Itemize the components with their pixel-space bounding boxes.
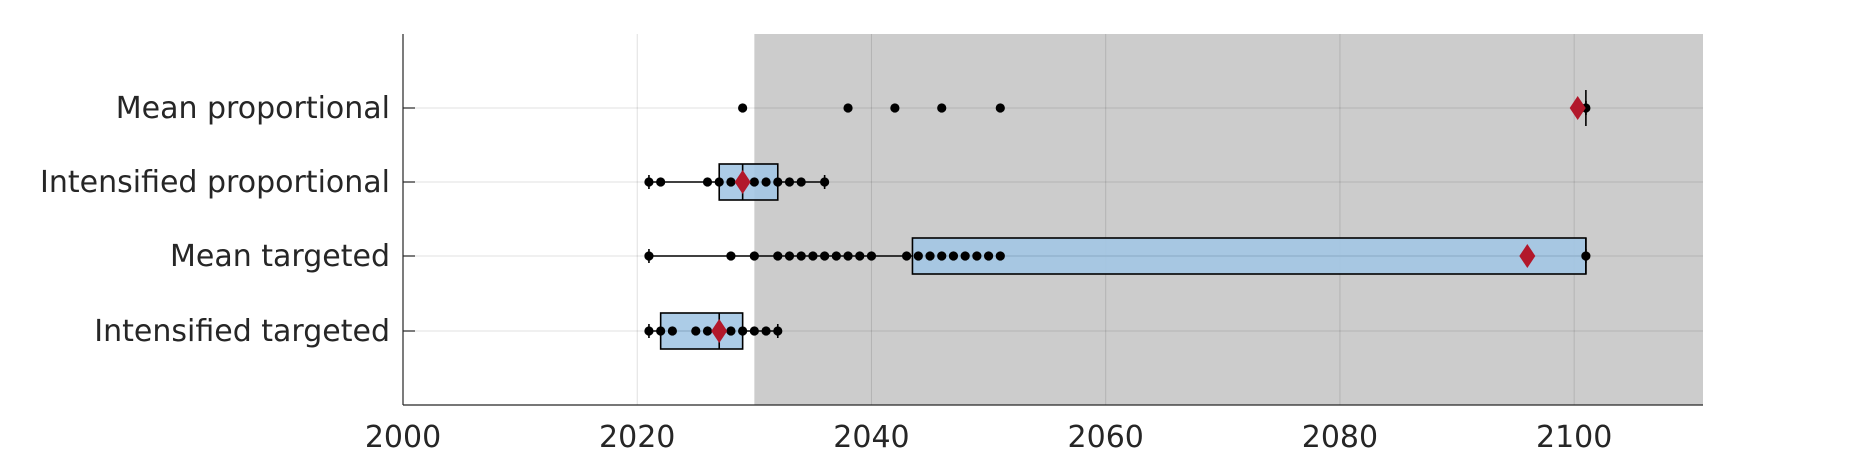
data-point bbox=[726, 251, 736, 261]
data-point bbox=[773, 251, 783, 261]
data-point bbox=[843, 103, 853, 113]
data-point bbox=[644, 251, 654, 261]
data-point bbox=[796, 251, 806, 261]
data-point bbox=[738, 103, 748, 113]
data-point bbox=[983, 251, 994, 261]
data-point bbox=[1581, 251, 1591, 261]
category-label: Mean proportional bbox=[116, 91, 390, 126]
data-point bbox=[925, 251, 935, 261]
data-point bbox=[773, 326, 783, 336]
category-label: Intensified targeted bbox=[94, 314, 390, 349]
data-point bbox=[749, 326, 759, 336]
mean-marker bbox=[734, 170, 751, 194]
data-point bbox=[796, 177, 806, 187]
data-point bbox=[726, 177, 736, 187]
data-point bbox=[820, 251, 830, 261]
x-tick-label: 2080 bbox=[1302, 420, 1378, 453]
data-point bbox=[948, 251, 959, 261]
data-point bbox=[995, 251, 1005, 261]
x-tick-label: 2100 bbox=[1536, 420, 1612, 453]
data-point bbox=[644, 177, 654, 187]
data-point bbox=[761, 326, 771, 336]
data-point bbox=[937, 103, 947, 113]
data-point bbox=[656, 326, 666, 336]
data-point bbox=[913, 251, 923, 261]
x-tick-label: 2000 bbox=[365, 420, 441, 453]
data-point bbox=[937, 251, 947, 261]
data-point bbox=[843, 251, 853, 261]
mean-marker bbox=[711, 319, 728, 343]
data-point bbox=[749, 177, 759, 187]
data-point bbox=[644, 326, 654, 336]
data-point bbox=[808, 251, 818, 261]
mean-marker bbox=[1519, 244, 1536, 268]
x-tick-label: 2020 bbox=[599, 420, 675, 453]
category-label: Intensified proportional bbox=[40, 165, 390, 200]
data-point bbox=[726, 326, 736, 336]
x-tick-label: 2040 bbox=[833, 420, 909, 453]
data-point bbox=[773, 177, 783, 187]
data-point bbox=[667, 326, 677, 336]
data-point bbox=[995, 103, 1005, 113]
data-point bbox=[738, 326, 748, 336]
data-point bbox=[820, 177, 830, 187]
data-point bbox=[890, 103, 900, 113]
data-point bbox=[749, 251, 759, 261]
box bbox=[911, 237, 1587, 275]
data-point bbox=[866, 251, 877, 261]
data-point bbox=[960, 251, 970, 261]
x-tick-label: 2060 bbox=[1068, 420, 1144, 453]
data-point bbox=[902, 251, 912, 261]
category-label: Mean targeted bbox=[170, 239, 390, 274]
data-point bbox=[784, 177, 795, 187]
data-point bbox=[702, 326, 713, 336]
mean-marker bbox=[1569, 96, 1586, 120]
data-point bbox=[831, 251, 841, 261]
data-point bbox=[784, 251, 795, 261]
data-point bbox=[691, 326, 701, 336]
data-point bbox=[714, 177, 724, 187]
data-point bbox=[761, 177, 771, 187]
shaded-region bbox=[754, 34, 1703, 405]
data-point bbox=[972, 251, 982, 261]
data-point bbox=[656, 177, 666, 187]
data-point bbox=[855, 251, 865, 261]
data-point bbox=[702, 177, 713, 187]
